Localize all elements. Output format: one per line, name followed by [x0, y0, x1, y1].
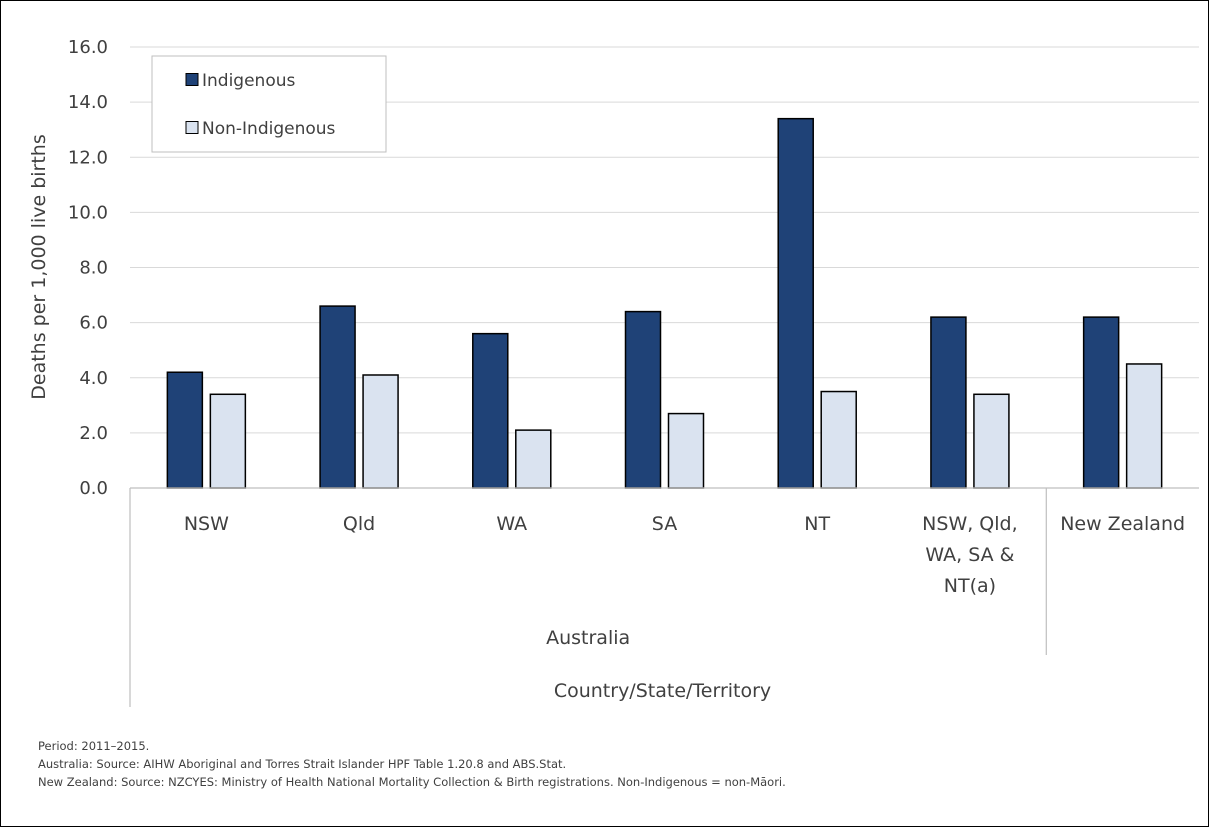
bar-non-indigenous-5 [820, 390, 857, 489]
category-label: NSW, Qld, WA, SA & NT(a) [922, 513, 1017, 597]
category-label: New Zealand [1060, 513, 1185, 535]
category-label: NT [804, 513, 830, 535]
category-label: WA [496, 513, 527, 535]
y-axis-label: Deaths per 1,000 live births [28, 134, 50, 400]
footnote-new-zealand-source: New Zealand: Source: NZCYES: Ministry of… [38, 775, 786, 789]
y-tick-labels: 0.0 2.0 4.0 6.0 8.0 10.0 12.0 14.0 16.0 [68, 37, 108, 499]
bar-indigenous-3 [472, 332, 509, 489]
footnote-australia-source: Australia: Source: AIHW Aboriginal and T… [38, 757, 567, 771]
legend-label: Indigenous [202, 71, 296, 91]
bar-non-indigenous-3 [515, 429, 552, 489]
y-tick-label: 10.0 [68, 202, 108, 223]
legend-swatch [185, 121, 199, 134]
bar-non-indigenous-4 [667, 412, 705, 489]
bar-indigenous-6 [930, 316, 967, 489]
bar-indigenous-4 [624, 310, 662, 489]
footnote-period: Period: 2011–2015. [38, 739, 150, 753]
bars [166, 117, 1163, 489]
category-label: Qld [343, 513, 375, 535]
legend-box [151, 55, 387, 153]
bar-non-indigenous-6 [973, 393, 1010, 489]
group-label-australia: Australia [546, 627, 630, 649]
footnotes: Period: 2011–2015. Australia: Source: AI… [38, 737, 786, 791]
bar-indigenous-2 [319, 305, 356, 489]
bar-non-indigenous-7 [1125, 363, 1163, 489]
y-tick-label: 12.0 [68, 147, 108, 168]
legend: Indigenous Non-Indigenous [151, 55, 387, 153]
category-labels: NSW Qld WA SA NT NSW, Qld, WA, SA & NT(a) New Ze… [184, 513, 1185, 597]
bar-indigenous-7 [1082, 316, 1120, 489]
y-tick-label: 2.0 [79, 423, 108, 444]
bar-non-indigenous-1 [209, 393, 247, 489]
y-tick-label: 0.0 [79, 478, 108, 499]
category-label: SA [652, 513, 677, 535]
y-tick-label: 4.0 [79, 368, 108, 389]
legend-swatch [185, 73, 199, 86]
bar-indigenous-5 [777, 117, 814, 489]
y-tick-label: 14.0 [68, 92, 108, 113]
bar-non-indigenous-2 [362, 374, 399, 489]
axes [129, 487, 1199, 707]
category-label: NSW [184, 513, 229, 535]
x-axis-label: Country/State/Territory [554, 680, 771, 702]
bar-indigenous-1 [166, 371, 204, 489]
y-tick-label: 6.0 [79, 313, 108, 334]
legend-label: Non-Indigenous [202, 119, 336, 139]
y-tick-label: 16.0 [68, 37, 108, 58]
y-tick-label: 8.0 [79, 258, 108, 279]
